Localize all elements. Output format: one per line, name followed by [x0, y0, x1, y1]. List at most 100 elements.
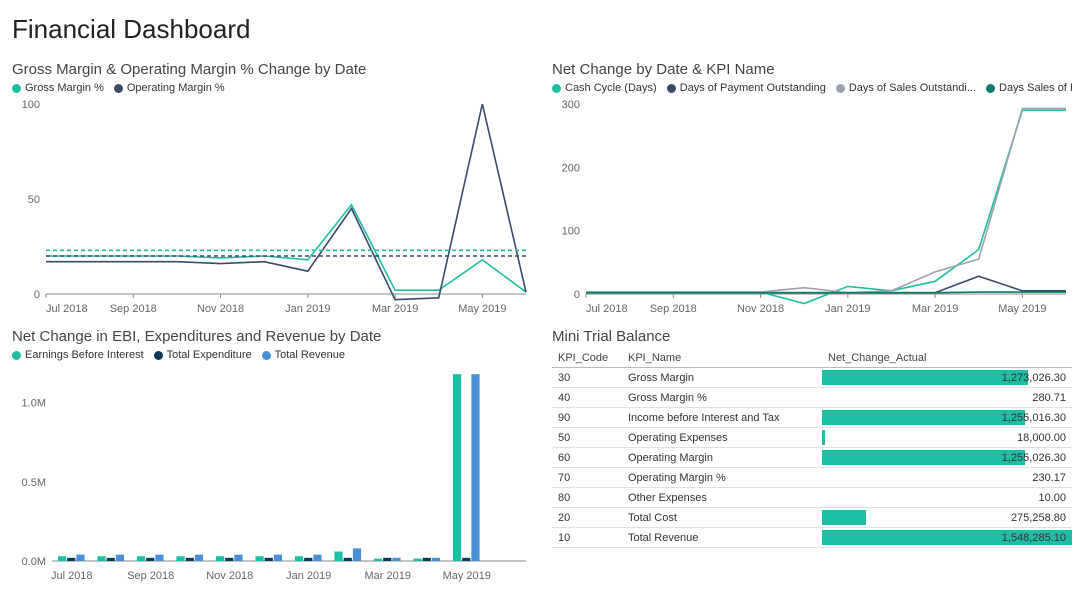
- table-row[interactable]: 80Other Expenses10.00: [552, 488, 1072, 508]
- legend-label: Days of Sales Outstandi...: [849, 82, 976, 94]
- table-row[interactable]: 70Operating Margin %230.17: [552, 468, 1072, 488]
- svg-text:Mar 2019: Mar 2019: [912, 303, 958, 315]
- legend-label: Total Expenditure: [167, 349, 252, 361]
- bar-text: 1,273,026.30: [1002, 372, 1066, 384]
- cell-value: 10.00: [822, 488, 1072, 508]
- bar-text: 1,548,285.10: [1002, 532, 1066, 544]
- svg-text:Jul 2018: Jul 2018: [51, 570, 93, 582]
- bar-fill: [822, 370, 1028, 385]
- legend-swatch: [667, 84, 676, 93]
- bar-text: 1,255,016.30: [1002, 412, 1066, 424]
- legend-item[interactable]: Total Expenditure: [154, 349, 252, 361]
- legend-swatch: [154, 351, 163, 360]
- cell-value: 1,548,285.10: [822, 528, 1072, 548]
- table-row[interactable]: 10Total Revenue1,548,285.10: [552, 528, 1072, 548]
- cell-value: 18,000.00: [822, 428, 1072, 448]
- legend-item[interactable]: Cash Cycle (Days): [552, 82, 657, 94]
- table-row[interactable]: 20Total Cost275,258.80: [552, 508, 1072, 528]
- legend-label: Days Sales of Inve...: [999, 82, 1072, 94]
- panel-title: Gross Margin & Operating Margin % Change…: [12, 61, 532, 78]
- table-row[interactable]: 60Operating Margin1,255,026.30: [552, 448, 1072, 468]
- legend-label: Earnings Before Interest: [25, 349, 144, 361]
- cell-name: Gross Margin %: [622, 388, 822, 408]
- bar-fill: [822, 410, 1025, 425]
- legend-item[interactable]: Operating Margin %: [114, 82, 225, 94]
- svg-text:0.5M: 0.5M: [22, 477, 46, 489]
- cell-value: 275,258.80: [822, 508, 1072, 528]
- panel-title: Net Change by Date & KPI Name: [552, 61, 1072, 78]
- chart-area: 0 100 200 300 Jul 2018 Sep 2018 Nov 2018 Jan 20…: [552, 98, 1072, 316]
- legend-label: Operating Margin %: [127, 82, 225, 94]
- legend-swatch: [114, 84, 123, 93]
- svg-text:Jul 2018: Jul 2018: [586, 303, 628, 315]
- legend-item[interactable]: Days Sales of Inve...: [986, 82, 1072, 94]
- col-header-value[interactable]: Net_Change_Actual: [822, 349, 1072, 368]
- bar-text: 18,000.00: [1017, 432, 1066, 444]
- bar-text: 1,255,026.30: [1002, 452, 1066, 464]
- legend-item[interactable]: Earnings Before Interest: [12, 349, 144, 361]
- svg-text:Nov 2018: Nov 2018: [737, 303, 784, 315]
- panel-mini-trial-balance[interactable]: Mini Trial Balance KPI_Code KPI_Name Net…: [552, 328, 1072, 583]
- cell-name: Other Expenses: [622, 488, 822, 508]
- svg-text:100: 100: [22, 99, 40, 111]
- svg-text:Sep 2018: Sep 2018: [127, 570, 174, 582]
- cell-code: 30: [552, 368, 622, 388]
- cell-name: Total Cost: [622, 508, 822, 528]
- svg-text:0: 0: [574, 289, 580, 301]
- svg-text:100: 100: [562, 226, 580, 238]
- svg-text:May 2019: May 2019: [998, 303, 1046, 315]
- cell-code: 50: [552, 428, 622, 448]
- dashboard-grid: Gross Margin & Operating Margin % Change…: [12, 61, 1071, 583]
- svg-text:300: 300: [562, 99, 580, 111]
- chart-area: 050100Jul 2018Sep 2018Nov 2018Jan 2019Ma…: [12, 98, 532, 316]
- cell-code: 90: [552, 408, 622, 428]
- trial-balance-table: KPI_Code KPI_Name Net_Change_Actual 30Gr…: [552, 349, 1072, 548]
- svg-text:Mar 2019: Mar 2019: [365, 570, 411, 582]
- bar-text: 275,258.80: [1011, 512, 1066, 524]
- bar-text: 280.71: [1032, 392, 1066, 404]
- legend-item[interactable]: Days of Sales Outstandi...: [836, 82, 976, 94]
- legend-item[interactable]: Total Revenue: [262, 349, 345, 361]
- cell-name: Gross Margin: [622, 368, 822, 388]
- svg-text:50: 50: [28, 194, 40, 206]
- cell-name: Operating Expenses: [622, 428, 822, 448]
- table-row[interactable]: 40Gross Margin %280.71: [552, 388, 1072, 408]
- chart-area: 0.0M0.5M1.0MJul 2018Sep 2018Nov 2018Jan …: [12, 365, 532, 583]
- col-header-code[interactable]: KPI_Code: [552, 349, 622, 368]
- panel-title: Mini Trial Balance: [552, 328, 1072, 345]
- table-row[interactable]: 90Income before Interest and Tax1,255,01…: [552, 408, 1072, 428]
- svg-text:Sep 2018: Sep 2018: [110, 303, 157, 315]
- cell-name: Operating Margin %: [622, 468, 822, 488]
- bar-fill: [822, 450, 1025, 465]
- svg-text:1.0M: 1.0M: [22, 398, 46, 410]
- svg-text:Jul 2018: Jul 2018: [46, 303, 88, 315]
- panel-net-change-kpi[interactable]: Net Change by Date & KPI Name Cash Cycle…: [552, 61, 1072, 316]
- legend: Earnings Before Interest Total Expenditur…: [12, 349, 532, 361]
- table-row[interactable]: 50Operating Expenses 18,000.00: [552, 428, 1072, 448]
- legend-item[interactable]: Gross Margin %: [12, 82, 104, 94]
- legend-swatch: [986, 84, 995, 93]
- legend-label: Gross Margin %: [25, 82, 104, 94]
- col-header-name[interactable]: KPI_Name: [622, 349, 822, 368]
- legend-label: Cash Cycle (Days): [565, 82, 657, 94]
- svg-text:Jan 2019: Jan 2019: [286, 570, 331, 582]
- cell-value: 1,255,016.30: [822, 408, 1072, 428]
- legend-label: Total Revenue: [275, 349, 345, 361]
- svg-text:0.0M: 0.0M: [22, 556, 46, 568]
- page-title: Financial Dashboard: [12, 14, 1071, 45]
- legend-item[interactable]: Days of Payment Outstanding: [667, 82, 826, 94]
- legend-swatch: [552, 84, 561, 93]
- panel-gross-margin[interactable]: Gross Margin & Operating Margin % Change…: [12, 61, 532, 316]
- bar-fill: [822, 510, 866, 525]
- svg-text:200: 200: [562, 162, 580, 174]
- panel-title: Net Change in EBI, Expenditures and Reve…: [12, 328, 532, 345]
- table-row[interactable]: 30Gross Margin 1,273,026.30: [552, 368, 1072, 388]
- svg-text:0: 0: [34, 289, 40, 301]
- svg-text:Jan 2019: Jan 2019: [285, 303, 330, 315]
- panel-ebi-exp-rev[interactable]: Net Change in EBI, Expenditures and Reve…: [12, 328, 532, 583]
- svg-text:Jan 2019: Jan 2019: [825, 303, 870, 315]
- cell-value: 230.17: [822, 468, 1072, 488]
- svg-text:Sep 2018: Sep 2018: [650, 303, 697, 315]
- bar-text: 10.00: [1038, 492, 1066, 504]
- svg-text:Mar 2019: Mar 2019: [372, 303, 418, 315]
